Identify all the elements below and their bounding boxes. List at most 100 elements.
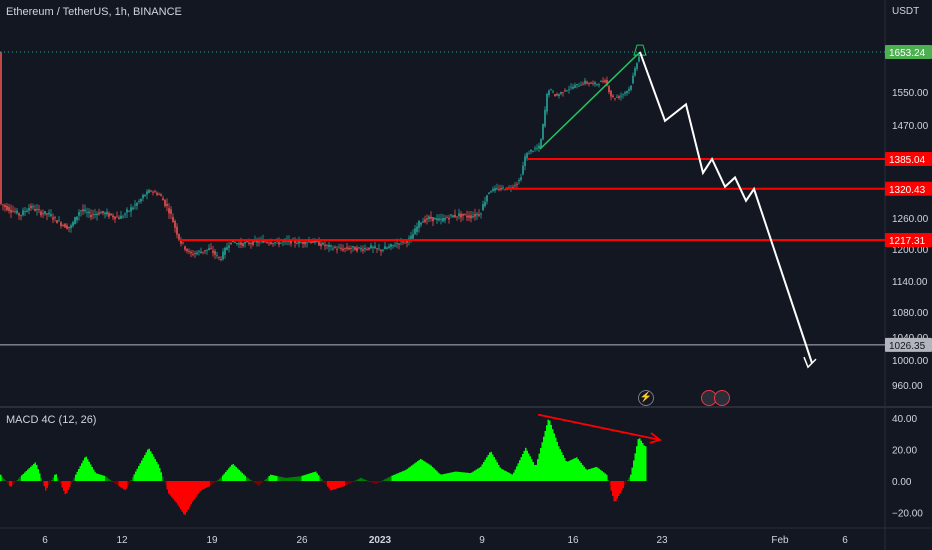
macd-bar (301, 475, 303, 481)
macd-bar (471, 472, 473, 481)
macd-bar (111, 481, 113, 482)
candle-body (304, 241, 306, 245)
macd-bar (444, 473, 446, 481)
candle-body (392, 244, 394, 246)
macd-bar (556, 441, 558, 481)
candle-body (550, 89, 552, 91)
macd-bar (565, 461, 567, 481)
macd-bar (631, 467, 633, 481)
macd-bar (147, 449, 149, 481)
macd-bar (292, 477, 294, 481)
candle-body (130, 207, 132, 212)
macd-bar (187, 481, 189, 510)
candle-body (494, 188, 496, 191)
candle-body (602, 80, 604, 82)
candle-body (426, 218, 428, 220)
macd-bar (595, 466, 597, 481)
macd-bar (163, 480, 165, 482)
macd-bar (576, 457, 578, 481)
macd-bar (279, 476, 281, 481)
candle-body (124, 213, 126, 215)
macd-bar (49, 481, 51, 483)
candle-body (504, 189, 506, 191)
us-flag-icon[interactable] (714, 390, 730, 406)
candle-body (76, 216, 78, 221)
candle-body (430, 216, 432, 219)
macd-bar (133, 474, 135, 481)
macd-bar (337, 481, 339, 489)
macd-bar (271, 474, 273, 481)
candle-body (192, 254, 194, 255)
candle-body (182, 242, 184, 244)
time-tick-label: 26 (296, 535, 308, 546)
candle-body (4, 205, 6, 208)
macd-bar (198, 481, 200, 494)
macd-bar (435, 469, 437, 481)
macd-bar (549, 420, 551, 481)
macd-bar (0, 474, 2, 481)
macd-bar (570, 460, 572, 481)
macd-bar (24, 472, 26, 481)
candle-body (406, 241, 408, 243)
macd-bar (124, 481, 126, 491)
candle-body (184, 246, 186, 250)
macd-bar (334, 481, 336, 490)
candle-body (538, 145, 540, 149)
candle-body (486, 195, 488, 202)
macd-bar (483, 462, 485, 481)
candle-body (470, 215, 472, 219)
macd-bar (268, 476, 270, 481)
macd-bar (120, 481, 122, 488)
macd-bar (633, 460, 635, 481)
candle-body (116, 216, 118, 218)
candle-body (48, 212, 50, 215)
macd-bar (538, 453, 540, 481)
macd-bar (252, 481, 254, 482)
candle-body (100, 212, 102, 214)
macd-bar (175, 481, 177, 503)
candle-body (106, 211, 108, 215)
macd-bar (144, 455, 146, 481)
macd-bar (303, 475, 305, 481)
candle-body (162, 198, 164, 201)
candle-body (166, 203, 168, 207)
macd-bar (112, 481, 114, 483)
candle-body (112, 215, 114, 218)
macd-bar (127, 481, 129, 486)
candle-body (46, 213, 48, 215)
macd-bar (333, 481, 335, 490)
candle-body (74, 217, 76, 225)
macd-bar (507, 472, 509, 481)
macd-bar (165, 481, 167, 486)
macd-bar (177, 481, 179, 505)
macd-bar (504, 470, 506, 481)
candle-body (468, 215, 470, 218)
flash-icon[interactable]: ⚡ (638, 390, 654, 406)
candle-body (94, 214, 96, 215)
candle-body (354, 246, 356, 251)
macd-bar (195, 481, 197, 498)
macd-bar (330, 481, 332, 491)
candle-body (618, 96, 620, 98)
macd-bar (51, 480, 53, 481)
macd-bar (423, 460, 425, 481)
macd-bar (372, 481, 374, 483)
candle-body (462, 213, 464, 216)
candle-body (258, 241, 260, 243)
macd-bar (304, 474, 306, 481)
candle-body (330, 245, 332, 247)
macd-bar (379, 481, 381, 482)
macd-bar (4, 480, 6, 481)
macd-bar (256, 481, 258, 485)
candle-body (306, 242, 308, 244)
macd-bar (370, 481, 372, 483)
macd-bar (87, 459, 89, 481)
candle-body (320, 243, 322, 247)
macd-bar (628, 477, 630, 481)
macd-bar (117, 481, 119, 486)
candle-body (374, 246, 376, 249)
candle-body (556, 93, 558, 96)
macd-bar (460, 472, 462, 481)
macd-bar (285, 477, 287, 481)
